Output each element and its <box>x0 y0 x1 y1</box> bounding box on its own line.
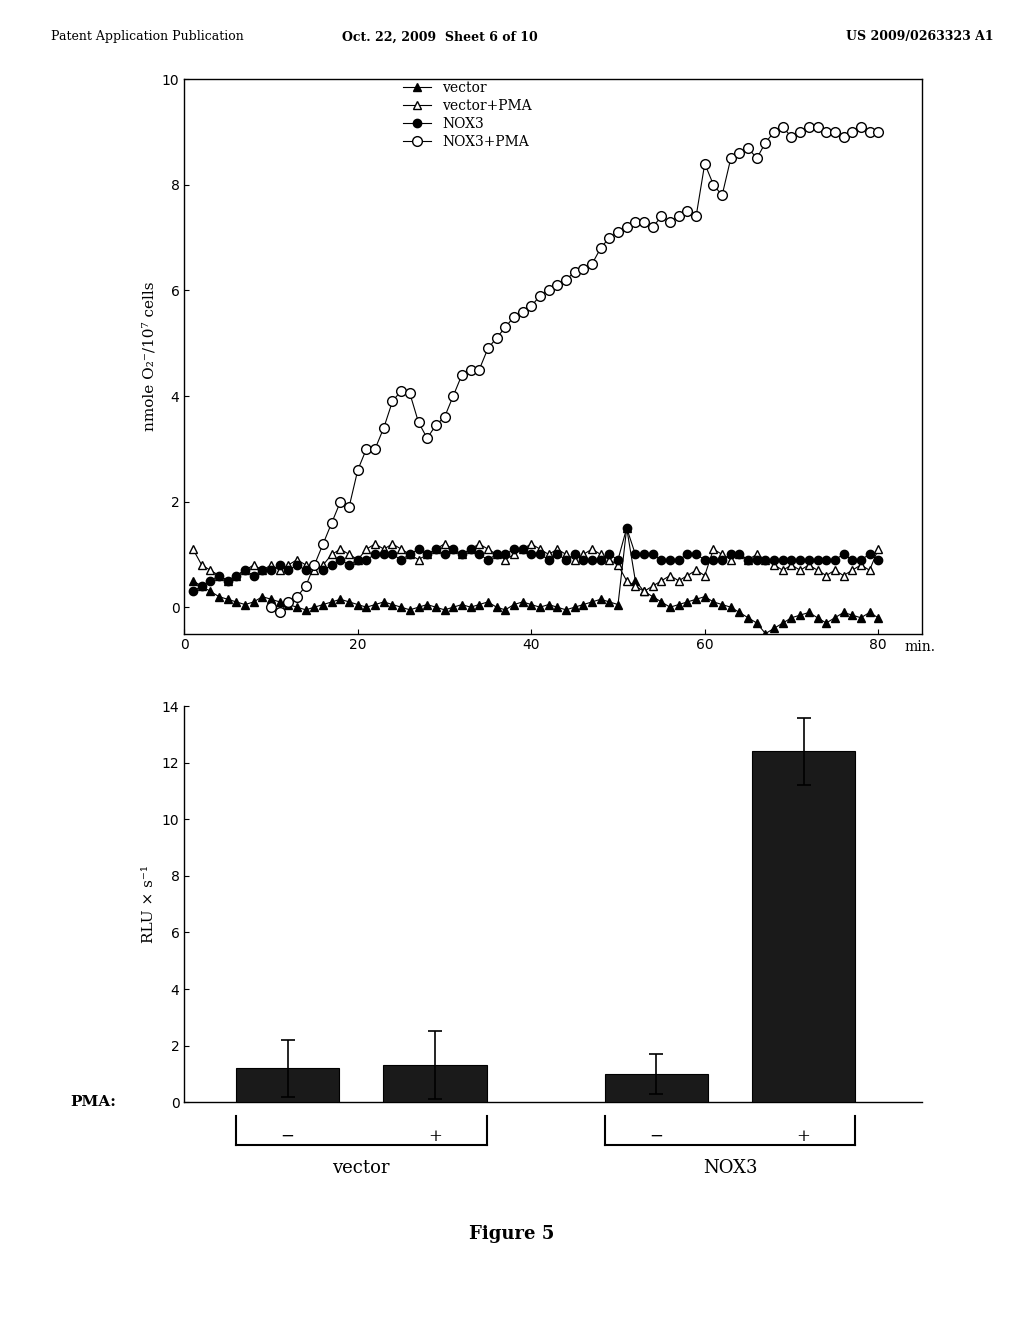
NOX3+PMA <box>265 599 278 615</box>
NOX3+PMA <box>360 441 373 457</box>
NOX3+PMA <box>638 214 650 230</box>
NOX3+PMA <box>776 119 788 135</box>
Text: +: + <box>797 1127 811 1144</box>
Text: Patent Application Publication: Patent Application Publication <box>51 30 244 44</box>
Text: Figure 5: Figure 5 <box>469 1225 555 1243</box>
NOX3 <box>186 583 199 599</box>
vector <box>760 626 772 642</box>
NOX3+PMA <box>568 264 581 280</box>
vector <box>603 594 615 610</box>
vector+PMA <box>603 552 615 568</box>
vector <box>811 610 823 626</box>
Y-axis label: RLU × s⁻¹: RLU × s⁻¹ <box>142 865 157 944</box>
Text: −: − <box>649 1127 664 1144</box>
vector+PMA <box>673 573 685 589</box>
NOX3+PMA <box>291 589 303 605</box>
NOX3 <box>664 552 676 568</box>
Bar <box>383 1065 486 1102</box>
NOX3+PMA <box>828 124 841 140</box>
Text: min.: min. <box>904 640 935 653</box>
NOX3 <box>621 520 633 536</box>
Line: NOX3+PMA: NOX3+PMA <box>266 121 883 618</box>
NOX3 <box>595 552 607 568</box>
vector <box>638 583 650 599</box>
NOX3 <box>490 546 503 562</box>
vector+PMA <box>612 557 625 573</box>
NOX3 <box>803 552 815 568</box>
NOX3+PMA <box>872 124 885 140</box>
Line: NOX3: NOX3 <box>188 524 883 595</box>
vector+PMA <box>186 541 199 557</box>
vector+PMA <box>872 541 885 557</box>
vector+PMA <box>369 536 381 552</box>
Bar <box>752 751 855 1102</box>
vector <box>186 573 199 589</box>
Text: US 2009/0263323 A1: US 2009/0263323 A1 <box>846 30 993 44</box>
NOX3 <box>872 552 885 568</box>
vector <box>664 599 676 615</box>
Text: +: + <box>428 1127 442 1144</box>
vector+PMA <box>499 552 511 568</box>
vector+PMA <box>638 583 650 599</box>
vector+PMA <box>646 578 658 594</box>
Bar <box>604 1074 708 1102</box>
Text: PMA:: PMA: <box>70 1096 116 1109</box>
Text: vector: vector <box>333 1159 390 1176</box>
vector <box>621 520 633 536</box>
Text: −: − <box>281 1127 295 1144</box>
Y-axis label: nmole O₂⁻/10⁷ cells: nmole O₂⁻/10⁷ cells <box>142 281 157 432</box>
vector <box>595 591 607 607</box>
Line: vector+PMA: vector+PMA <box>188 540 883 595</box>
vector <box>490 599 503 615</box>
NOX3 <box>638 546 650 562</box>
Text: Oct. 22, 2009  Sheet 6 of 10: Oct. 22, 2009 Sheet 6 of 10 <box>342 30 539 44</box>
Bar <box>236 1068 339 1102</box>
Text: NOX3: NOX3 <box>702 1159 757 1176</box>
vector+PMA <box>811 562 823 578</box>
NOX3+PMA <box>855 119 867 135</box>
Line: vector: vector <box>188 524 883 638</box>
Legend: vector, vector+PMA, NOX3, NOX3+PMA: vector, vector+PMA, NOX3, NOX3+PMA <box>397 75 538 154</box>
NOX3+PMA <box>273 605 286 620</box>
NOX3 <box>603 546 615 562</box>
vector <box>872 610 885 626</box>
